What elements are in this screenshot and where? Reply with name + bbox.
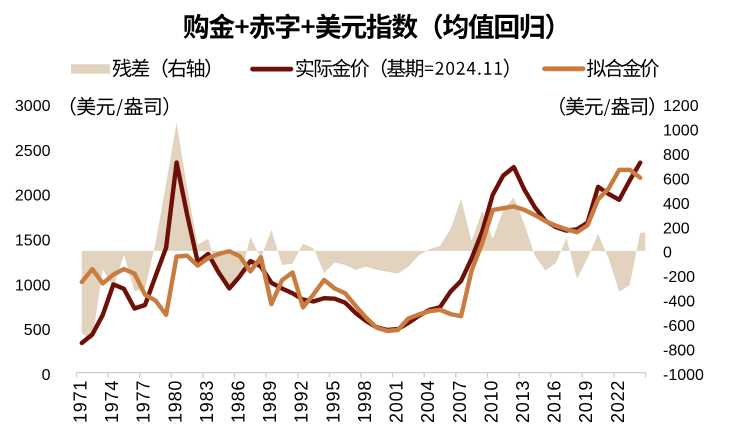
svg-text:1000: 1000 xyxy=(663,123,699,140)
svg-text:2016: 2016 xyxy=(545,380,565,423)
svg-text:-400: -400 xyxy=(663,294,695,311)
svg-text:400: 400 xyxy=(663,196,690,213)
svg-text:1983: 1983 xyxy=(197,380,217,423)
svg-text:800: 800 xyxy=(663,147,690,164)
svg-text:2022: 2022 xyxy=(608,380,628,423)
svg-text:2010: 2010 xyxy=(481,380,501,423)
svg-text:1977: 1977 xyxy=(134,380,154,423)
svg-text:2000: 2000 xyxy=(15,188,51,205)
svg-text:-1000: -1000 xyxy=(663,367,704,384)
svg-text:1989: 1989 xyxy=(260,380,280,423)
svg-text:2013: 2013 xyxy=(513,380,533,423)
svg-text:3000: 3000 xyxy=(15,98,51,115)
svg-text:2500: 2500 xyxy=(15,143,51,160)
svg-text:2007: 2007 xyxy=(450,380,470,423)
svg-text:2004: 2004 xyxy=(418,380,438,423)
svg-text:2019: 2019 xyxy=(576,380,596,423)
svg-text:1200: 1200 xyxy=(663,98,699,115)
svg-text:1971: 1971 xyxy=(71,380,91,423)
svg-text:1980: 1980 xyxy=(165,380,185,423)
svg-text:500: 500 xyxy=(24,322,51,339)
svg-text:2001: 2001 xyxy=(387,380,407,423)
svg-text:1986: 1986 xyxy=(229,380,249,423)
svg-text:-800: -800 xyxy=(663,342,695,359)
svg-text:0: 0 xyxy=(663,245,672,262)
svg-text:1995: 1995 xyxy=(323,380,343,423)
svg-text:0: 0 xyxy=(42,367,51,384)
svg-text:1974: 1974 xyxy=(102,380,122,423)
svg-text:1992: 1992 xyxy=(292,380,312,423)
svg-text:1998: 1998 xyxy=(355,380,375,423)
svg-text:600: 600 xyxy=(663,172,690,189)
svg-text:200: 200 xyxy=(663,220,690,237)
svg-text:-200: -200 xyxy=(663,269,695,286)
svg-text:1500: 1500 xyxy=(15,233,51,250)
svg-text:-600: -600 xyxy=(663,318,695,335)
svg-text:1000: 1000 xyxy=(15,277,51,294)
